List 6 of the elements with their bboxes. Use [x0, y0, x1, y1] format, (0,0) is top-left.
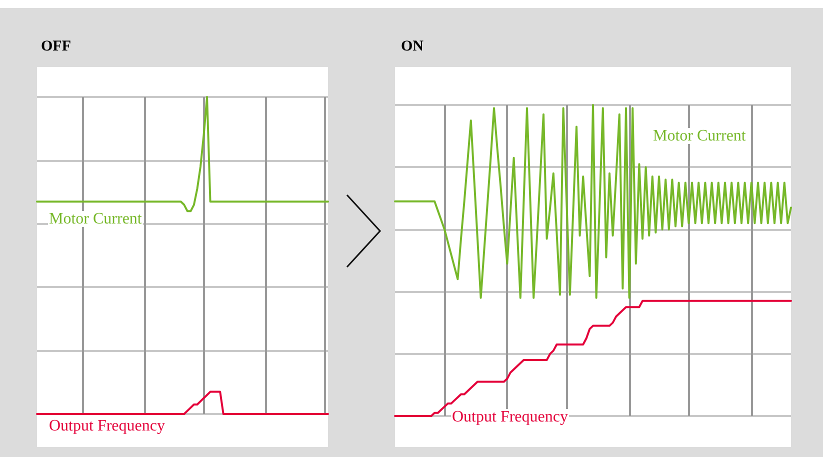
chart-title: OFF: [41, 38, 71, 54]
series-label: Motor Current: [653, 128, 746, 144]
series-label: Motor Current: [49, 210, 142, 228]
series-label: Output Frequency: [452, 408, 568, 426]
series-label: Output Frequency: [49, 418, 165, 434]
chart-title: ON: [401, 38, 424, 54]
